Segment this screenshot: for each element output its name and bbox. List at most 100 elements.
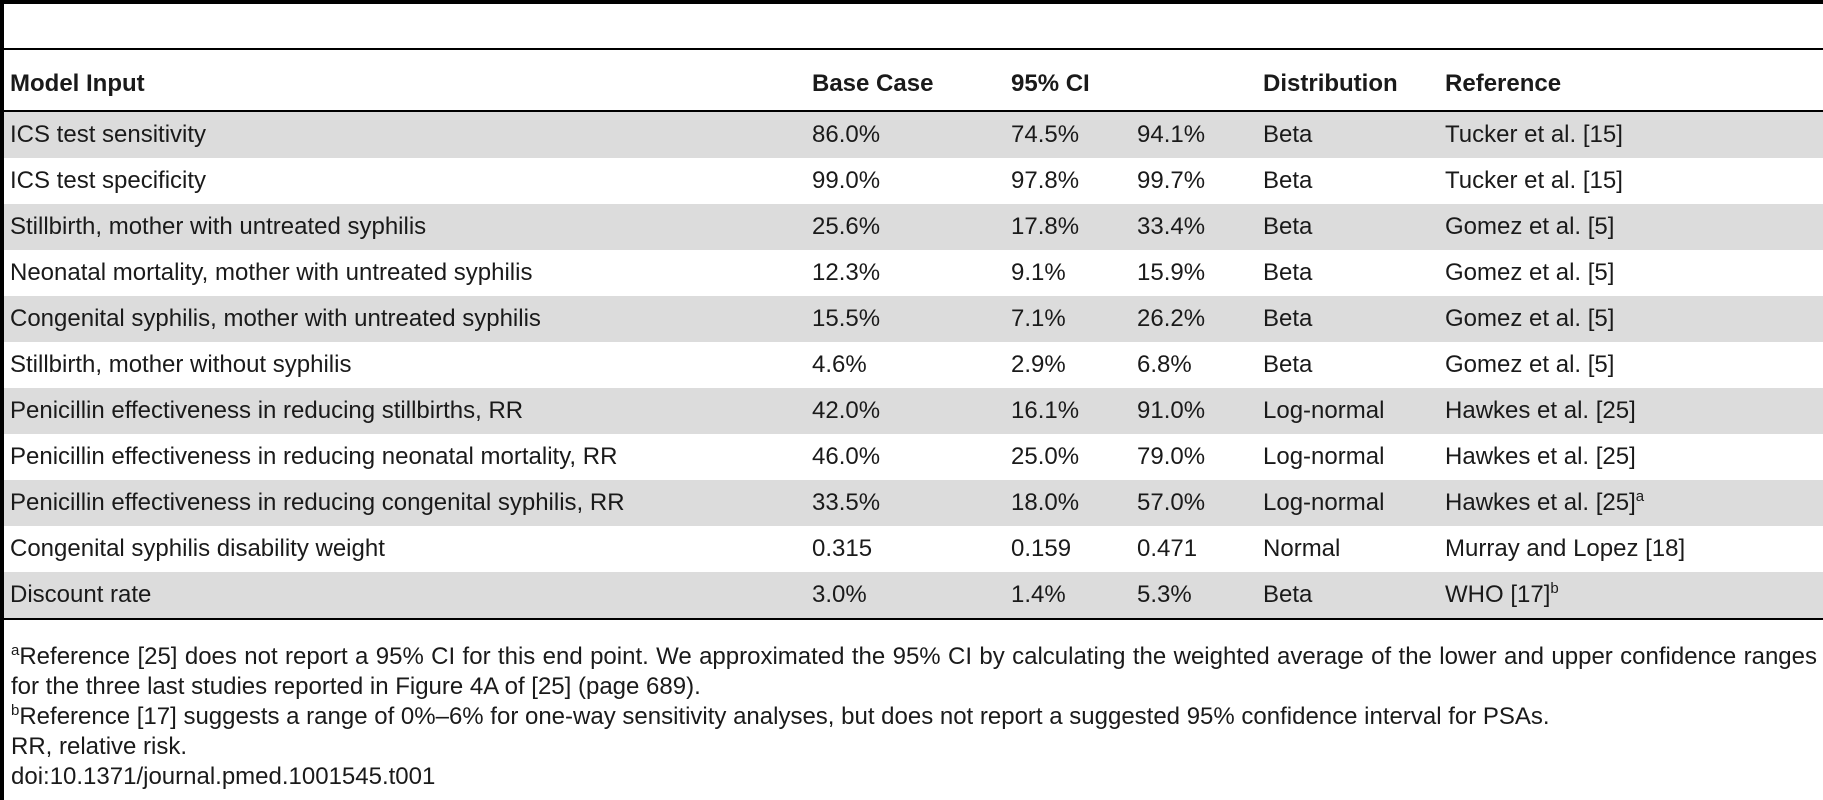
footnote-a-text: Reference [25] does not report a 95% CI … — [11, 643, 1817, 700]
cell-base-case: 25.6% — [806, 204, 1005, 250]
doi-text: doi:10.1371/journal.pmed.1001545.t001 — [11, 763, 436, 790]
cell-distribution: Beta — [1257, 204, 1440, 250]
cell-ci-lower: 17.8% — [1005, 204, 1131, 250]
table-row: Stillbirth, mother without syphilis 4.6% 2… — [4, 342, 1823, 388]
cell-reference: Gomez et al. [5] — [1439, 250, 1823, 296]
footnote-rr: RR, relative risk. — [11, 733, 188, 760]
cell-ci-upper: 57.0% — [1131, 480, 1258, 526]
table-row: ICS test sensitivity 86.0% 74.5% 94.1% Beta T… — [4, 111, 1823, 158]
cell-model-input: Neonatal mortality, mother with untreate… — [10, 259, 533, 286]
reference-text: Murray and Lopez [18] — [1445, 535, 1686, 562]
cell-model-input: Penicillin effectiveness in reducing neo… — [10, 443, 618, 470]
reference-text: Gomez et al. [5] — [1445, 351, 1615, 378]
cell-ci-lower: 0.159 — [1011, 535, 1072, 562]
footnote-a-marker: a — [11, 642, 20, 659]
cell-reference: Tucker et al. [15] — [1439, 158, 1823, 204]
header-row: Model Input Base Case 95% CI Distributio… — [4, 58, 1823, 112]
cell-distribution: Beta — [1263, 167, 1313, 194]
cell-base-case: 4.6% — [812, 351, 867, 378]
table-row: Congenital syphilis, mother with untreat… — [4, 296, 1823, 342]
cell-model-input: Stillbirth, mother without syphilis — [10, 351, 352, 378]
table-row: Discount rate 3.0% 1.4% 5.3% Beta WHO [17]b — [4, 572, 1823, 620]
table-row: Penicillin effectiveness in reducing con… — [4, 480, 1823, 526]
cell-model-input: Stillbirth, mother with untreated syphil… — [4, 204, 806, 250]
cell-ci-upper: 91.0% — [1131, 388, 1258, 434]
cell-model-input: Congenital syphilis, mother with untreat… — [4, 296, 806, 342]
table-header: Model Input Base Case 95% CI Distributio… — [4, 58, 1823, 112]
reference-text: Gomez et al. [5] — [1445, 259, 1615, 286]
cell-base-case: 99.0% — [812, 167, 881, 194]
cell-ci-lower: 1.4% — [1005, 572, 1131, 620]
reference-text: Hawkes et al. [25] — [1445, 397, 1636, 424]
cell-reference: Hawkes et al. [25]a — [1439, 480, 1823, 526]
cell-model-input: Penicillin effectiveness in reducing sti… — [4, 388, 806, 434]
cell-ci-lower: 2.9% — [1011, 351, 1066, 378]
table-row: ICS test specificity 99.0% 97.8% 99.7% Beta T… — [4, 158, 1823, 204]
cell-ci-upper: 15.9% — [1137, 259, 1206, 286]
cell-reference: Murray and Lopez [18] — [1439, 526, 1823, 572]
reference-text: Hawkes et al. [25] — [1445, 443, 1636, 470]
header-base-case: Base Case — [806, 58, 1005, 112]
cell-distribution: Normal — [1263, 535, 1341, 562]
table-footnotes: aReference [25] does not report a 95% CI… — [11, 642, 1817, 792]
cell-ci-upper: 6.8% — [1137, 351, 1192, 378]
cell-distribution: Beta — [1257, 296, 1440, 342]
cell-base-case: 33.5% — [806, 480, 1005, 526]
cell-reference: Gomez et al. [5] — [1439, 296, 1823, 342]
footnote-a: aReference [25] does not report a 95% CI… — [11, 642, 1817, 702]
top-border-rule — [0, 0, 1823, 4]
header-model-input: Model Input — [4, 58, 806, 112]
cell-reference: Gomez et al. [5] — [1439, 342, 1823, 388]
table-row: Penicillin effectiveness in reducing neo… — [4, 434, 1823, 480]
reference-text: Hawkes et al. [25] — [1445, 489, 1636, 516]
table-body: ICS test sensitivity 86.0% 74.5% 94.1% Beta T… — [4, 111, 1823, 620]
cell-base-case: 42.0% — [806, 388, 1005, 434]
model-inputs-table: Model Input Base Case 95% CI Distributio… — [4, 58, 1823, 620]
cell-base-case: 0.315 — [812, 535, 873, 562]
table-row: Neonatal mortality, mother with untreate… — [4, 250, 1823, 296]
cell-model-input: Penicillin effectiveness in reducing con… — [4, 480, 806, 526]
cell-ci-upper: 99.7% — [1137, 167, 1206, 194]
table-row: Stillbirth, mother with untreated syphil… — [4, 204, 1823, 250]
cell-ci-lower: 97.8% — [1011, 167, 1080, 194]
cell-distribution: Beta — [1263, 259, 1313, 286]
reference-footnote-marker: b — [1550, 580, 1559, 597]
footnote-b: bReference [17] suggests a range of 0%–6… — [11, 702, 1817, 732]
header-top-rule — [4, 48, 1823, 50]
header-reference: Reference — [1439, 58, 1823, 112]
cell-reference: Tucker et al. [15] — [1439, 111, 1823, 158]
footnote-b-marker: b — [11, 702, 20, 719]
cell-base-case: 15.5% — [806, 296, 1005, 342]
cell-base-case: 86.0% — [806, 111, 1005, 158]
cell-distribution: Beta — [1263, 351, 1313, 378]
left-border-rule — [0, 0, 4, 800]
cell-ci-upper: 26.2% — [1131, 296, 1258, 342]
cell-model-input: ICS test sensitivity — [4, 111, 806, 158]
cell-reference: Gomez et al. [5] — [1439, 204, 1823, 250]
cell-base-case: 3.0% — [806, 572, 1005, 620]
cell-distribution: Beta — [1257, 111, 1440, 158]
reference-text: WHO [17] — [1445, 581, 1551, 608]
cell-ci-lower: 25.0% — [1011, 443, 1080, 470]
cell-ci-upper: 0.471 — [1137, 535, 1198, 562]
cell-reference: WHO [17]b — [1439, 572, 1823, 620]
cell-ci-lower: 74.5% — [1005, 111, 1131, 158]
reference-footnote-marker: a — [1635, 488, 1645, 505]
cell-ci-upper: 79.0% — [1137, 443, 1206, 470]
table-row: Penicillin effectiveness in reducing sti… — [4, 388, 1823, 434]
cell-distribution: Log-normal — [1257, 388, 1440, 434]
cell-base-case: 46.0% — [812, 443, 881, 470]
cell-model-input: Congenital syphilis disability weight — [10, 535, 385, 562]
cell-distribution: Log-normal — [1263, 443, 1385, 470]
cell-model-input: ICS test specificity — [10, 167, 207, 194]
cell-ci-upper: 94.1% — [1131, 111, 1258, 158]
reference-text: Tucker et al. [15] — [1445, 167, 1623, 194]
header-distribution: Distribution — [1257, 58, 1440, 112]
cell-ci-lower: 7.1% — [1005, 296, 1131, 342]
cell-ci-lower: 9.1% — [1011, 259, 1066, 286]
cell-ci-lower: 18.0% — [1005, 480, 1131, 526]
cell-reference: Hawkes et al. [25] — [1439, 388, 1823, 434]
cell-ci-upper: 33.4% — [1131, 204, 1258, 250]
cell-distribution: Beta — [1257, 572, 1440, 620]
